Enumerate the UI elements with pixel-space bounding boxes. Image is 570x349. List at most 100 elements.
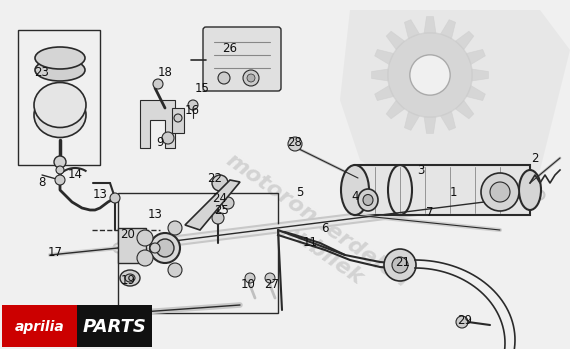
Ellipse shape	[125, 274, 135, 282]
Text: 27: 27	[264, 279, 279, 291]
Circle shape	[137, 230, 153, 246]
Circle shape	[288, 137, 302, 151]
Circle shape	[245, 273, 255, 283]
Circle shape	[55, 175, 65, 185]
Circle shape	[243, 70, 259, 86]
Circle shape	[388, 33, 472, 117]
Circle shape	[392, 257, 408, 273]
Bar	[172, 108, 184, 133]
Bar	[355, 165, 530, 215]
Polygon shape	[455, 101, 474, 119]
Polygon shape	[441, 20, 455, 39]
Text: 24: 24	[213, 192, 227, 205]
Ellipse shape	[519, 170, 541, 210]
Text: 9: 9	[156, 135, 164, 149]
Ellipse shape	[363, 194, 373, 206]
Circle shape	[265, 273, 275, 283]
Circle shape	[212, 175, 228, 191]
Circle shape	[150, 243, 160, 253]
Polygon shape	[386, 101, 405, 119]
Polygon shape	[441, 111, 455, 130]
Circle shape	[137, 250, 153, 266]
Circle shape	[162, 132, 174, 144]
Text: 11: 11	[303, 237, 317, 250]
Text: 14: 14	[67, 169, 83, 181]
Bar	[118, 228, 146, 263]
Circle shape	[54, 156, 66, 168]
Text: 1: 1	[449, 186, 457, 200]
Bar	[18, 30, 100, 165]
Text: 6: 6	[321, 222, 329, 235]
Text: 22: 22	[207, 171, 222, 185]
Text: 21: 21	[396, 255, 410, 268]
Polygon shape	[466, 50, 485, 65]
Polygon shape	[405, 20, 420, 39]
Polygon shape	[386, 31, 405, 50]
Ellipse shape	[481, 173, 519, 211]
Text: 19: 19	[120, 274, 136, 287]
Polygon shape	[405, 111, 420, 130]
Text: 10: 10	[241, 279, 255, 291]
Circle shape	[188, 100, 198, 110]
Circle shape	[218, 72, 230, 84]
Ellipse shape	[490, 182, 510, 202]
Text: 13: 13	[92, 188, 107, 201]
Circle shape	[384, 249, 416, 281]
Circle shape	[174, 114, 182, 122]
Polygon shape	[374, 86, 394, 101]
Text: 13: 13	[148, 208, 162, 222]
Circle shape	[56, 166, 64, 174]
Text: 17: 17	[47, 246, 63, 260]
Text: motoronderdelen
      publiek: motoronderdelen publiek	[208, 150, 412, 310]
Ellipse shape	[34, 82, 86, 127]
Polygon shape	[424, 117, 436, 133]
Polygon shape	[185, 180, 240, 230]
Circle shape	[212, 212, 224, 224]
FancyBboxPatch shape	[203, 27, 281, 91]
Text: aprilia: aprilia	[15, 320, 64, 334]
Circle shape	[222, 197, 234, 209]
Polygon shape	[372, 69, 388, 81]
Text: 18: 18	[157, 66, 173, 79]
Polygon shape	[374, 50, 394, 65]
Circle shape	[168, 263, 182, 277]
Bar	[118, 193, 278, 313]
Text: 28: 28	[287, 135, 303, 149]
Ellipse shape	[150, 233, 180, 263]
Ellipse shape	[120, 270, 140, 286]
Text: 2: 2	[531, 151, 539, 164]
Text: 26: 26	[222, 42, 238, 54]
Text: 3: 3	[417, 164, 425, 178]
Text: 20: 20	[121, 229, 136, 242]
Polygon shape	[472, 69, 488, 81]
Text: 5: 5	[296, 186, 304, 200]
Polygon shape	[140, 100, 175, 148]
Text: 16: 16	[185, 104, 200, 117]
Polygon shape	[340, 10, 570, 200]
Circle shape	[153, 79, 163, 89]
Text: PARTS: PARTS	[83, 318, 146, 336]
Text: 4: 4	[351, 191, 359, 203]
Circle shape	[410, 55, 450, 95]
Text: 23: 23	[35, 66, 50, 79]
Polygon shape	[455, 31, 474, 50]
Text: 29: 29	[458, 313, 473, 327]
Ellipse shape	[341, 165, 369, 215]
Text: 15: 15	[194, 82, 209, 95]
Polygon shape	[424, 16, 436, 33]
Circle shape	[110, 193, 120, 203]
Circle shape	[456, 316, 468, 328]
Ellipse shape	[34, 92, 86, 138]
Text: 25: 25	[214, 203, 230, 216]
Circle shape	[168, 221, 182, 235]
Circle shape	[92, 307, 108, 323]
Ellipse shape	[35, 59, 85, 81]
Circle shape	[247, 74, 255, 82]
Text: 8: 8	[38, 177, 46, 190]
Ellipse shape	[156, 239, 174, 257]
Ellipse shape	[35, 47, 85, 69]
Polygon shape	[466, 86, 485, 101]
Ellipse shape	[358, 189, 378, 211]
Bar	[2, 305, 77, 347]
Bar	[77, 305, 152, 347]
